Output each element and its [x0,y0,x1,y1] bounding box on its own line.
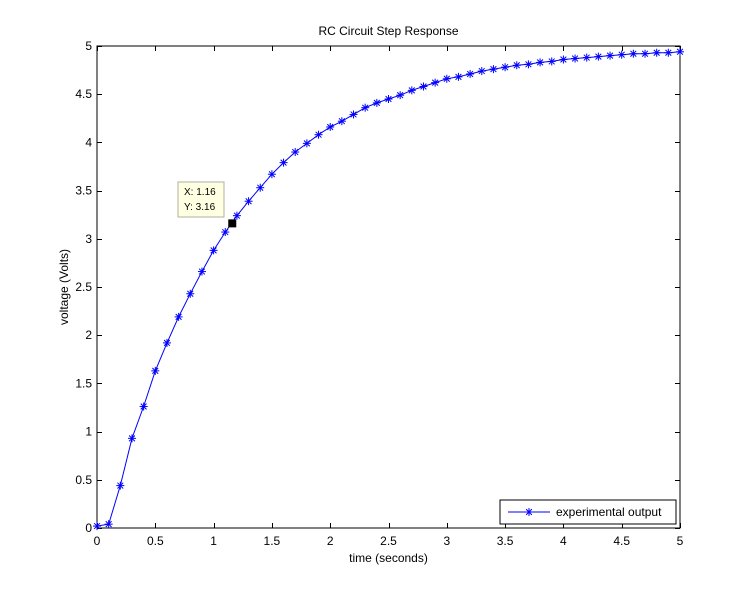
data-point [104,520,113,529]
y-tick-label: 2 [85,328,92,342]
x-tick-label: 5 [677,534,684,548]
data-point [407,86,416,95]
y-tick-label: 1.5 [75,376,92,390]
y-axis-label: voltage (Volts) [57,249,71,325]
data-point [314,130,323,139]
x-axis-label: time (seconds) [349,551,428,565]
data-tip-box[interactable] [177,181,225,218]
data-point [559,55,568,64]
y-tick-label: 0 [85,521,92,535]
data-point [139,402,148,411]
data-point [676,47,684,56]
data-point [291,148,300,157]
data-point [326,122,335,131]
data-point [617,50,626,59]
y-tick-label: 4 [85,135,92,149]
data-point [337,117,346,126]
data-point [454,72,463,81]
data-point [641,49,650,58]
y-tick-label: 3.5 [75,184,92,198]
chart-title: RC Circuit Step Response [318,24,458,38]
data-point [267,170,276,179]
data-point [162,338,171,347]
data-point [442,74,451,83]
plot-area [96,45,681,529]
data-point [279,158,288,167]
data-tip-x-text: X: 1.16 [184,187,216,198]
data-point [127,434,136,443]
x-tick-label: 2.5 [380,534,397,548]
x-tick-label: 1.5 [264,534,281,548]
data-point [466,69,475,78]
data-point [384,95,393,104]
x-tick-label: 3.5 [497,534,514,548]
x-tick-label: 4 [560,534,567,548]
data-point [582,53,591,62]
x-tick-label: 1 [210,534,217,548]
data-point [256,183,265,192]
data-point [594,52,603,61]
data-point [302,139,311,148]
data-point [232,211,241,220]
x-tick-label: 3 [443,534,450,548]
data-point [419,82,428,91]
data-point [174,312,183,321]
x-tick-label: 4.5 [613,534,630,548]
data-point [221,228,230,237]
data-point [186,289,195,298]
x-tick-label: 0 [94,534,101,548]
data-point [477,67,486,76]
data-point [431,78,440,87]
data-point [512,61,521,70]
data-point [93,522,101,531]
y-tick-label: 5 [85,39,92,53]
data-point [606,51,615,60]
data-point [664,48,673,57]
data-point [536,58,545,67]
data-point [372,98,381,107]
y-tick-label: 4.5 [75,87,92,101]
data-point [652,48,661,57]
legend-marker-sample [525,508,533,516]
data-tip-marker[interactable] [228,219,237,228]
data-point [151,366,160,375]
data-point [571,54,580,63]
data-point [209,246,218,255]
x-tick-label: 0.5 [147,534,164,548]
data-point [116,481,125,490]
x-tick-label: 2 [327,534,334,548]
data-point [501,63,510,72]
data-point [547,57,556,66]
data-point [197,267,206,276]
y-tick-label: 0.5 [75,473,92,487]
data-point [349,110,358,119]
data-point [361,103,370,112]
data-point [396,91,405,100]
y-tick-label: 2.5 [75,280,92,294]
data-point [524,60,533,69]
data-point [244,197,253,206]
legend-label: experimental output [556,505,662,519]
data-tip-y-text: Y: 3.16 [184,202,216,213]
data-point [629,49,638,58]
y-tick-label: 3 [85,232,92,246]
y-tick-label: 1 [85,425,92,439]
data-point [489,65,498,74]
